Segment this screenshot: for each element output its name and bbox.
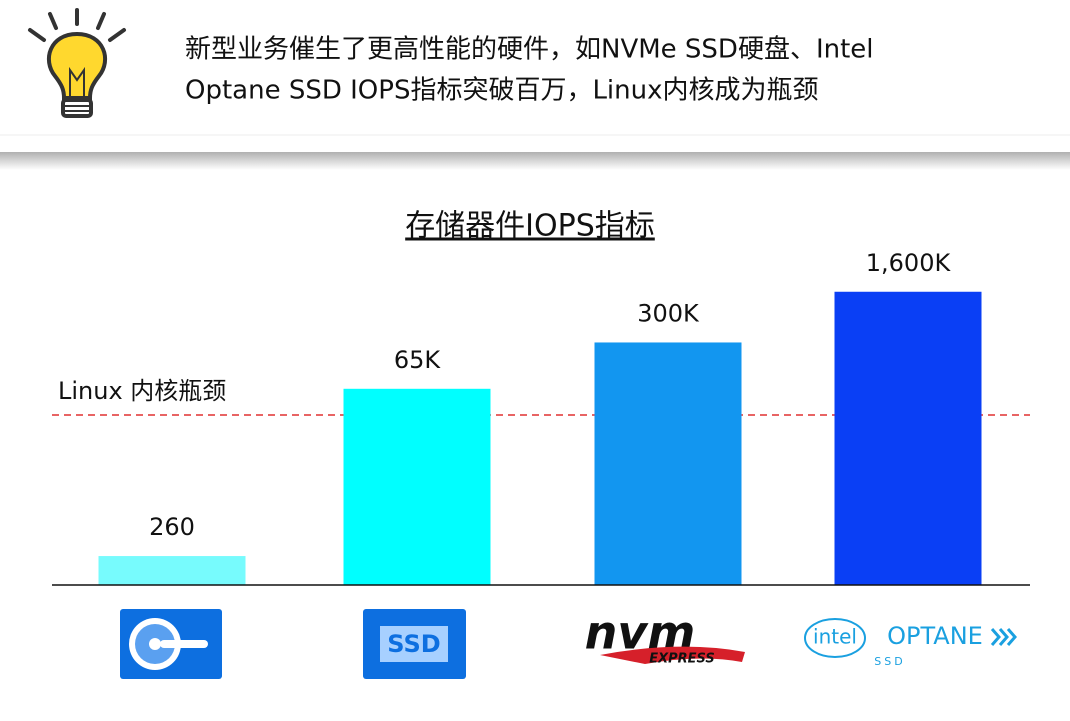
logo-text: SSD: [874, 655, 905, 668]
logo-text: OPTANE: [887, 622, 983, 650]
logo-text: intel: [813, 625, 857, 649]
nvme-logo: nvm EXPRESS: [585, 606, 745, 667]
bar: [594, 342, 742, 585]
logo-text: EXPRESS: [649, 652, 715, 667]
bulb-icon: [28, 8, 126, 118]
optane-logo: intel OPTANE SSD: [804, 618, 1017, 668]
hdd-logo: [120, 609, 222, 679]
value-label: 300K: [637, 299, 700, 327]
bar: [98, 556, 246, 585]
chart-title: 存储器件IOPS指标: [405, 209, 655, 244]
bar: [834, 291, 982, 585]
ssd-logo: SSD: [363, 609, 466, 679]
annotation: Linux 内核瓶颈: [58, 377, 226, 405]
header-text: 新型业务催生了更高性能的硬件，如NVMe SSD硬盘、Intel: [185, 35, 874, 65]
value-label: 260: [149, 513, 195, 541]
logo-text: SSD: [387, 630, 440, 658]
header-text: Optane SSD IOPS指标突破百万，Linux内核成为瓶颈: [185, 76, 819, 106]
value-label: 65K: [394, 346, 442, 374]
value-label: 1,600K: [866, 249, 952, 277]
bar: [343, 388, 491, 585]
divider-shadow: [0, 152, 1070, 170]
